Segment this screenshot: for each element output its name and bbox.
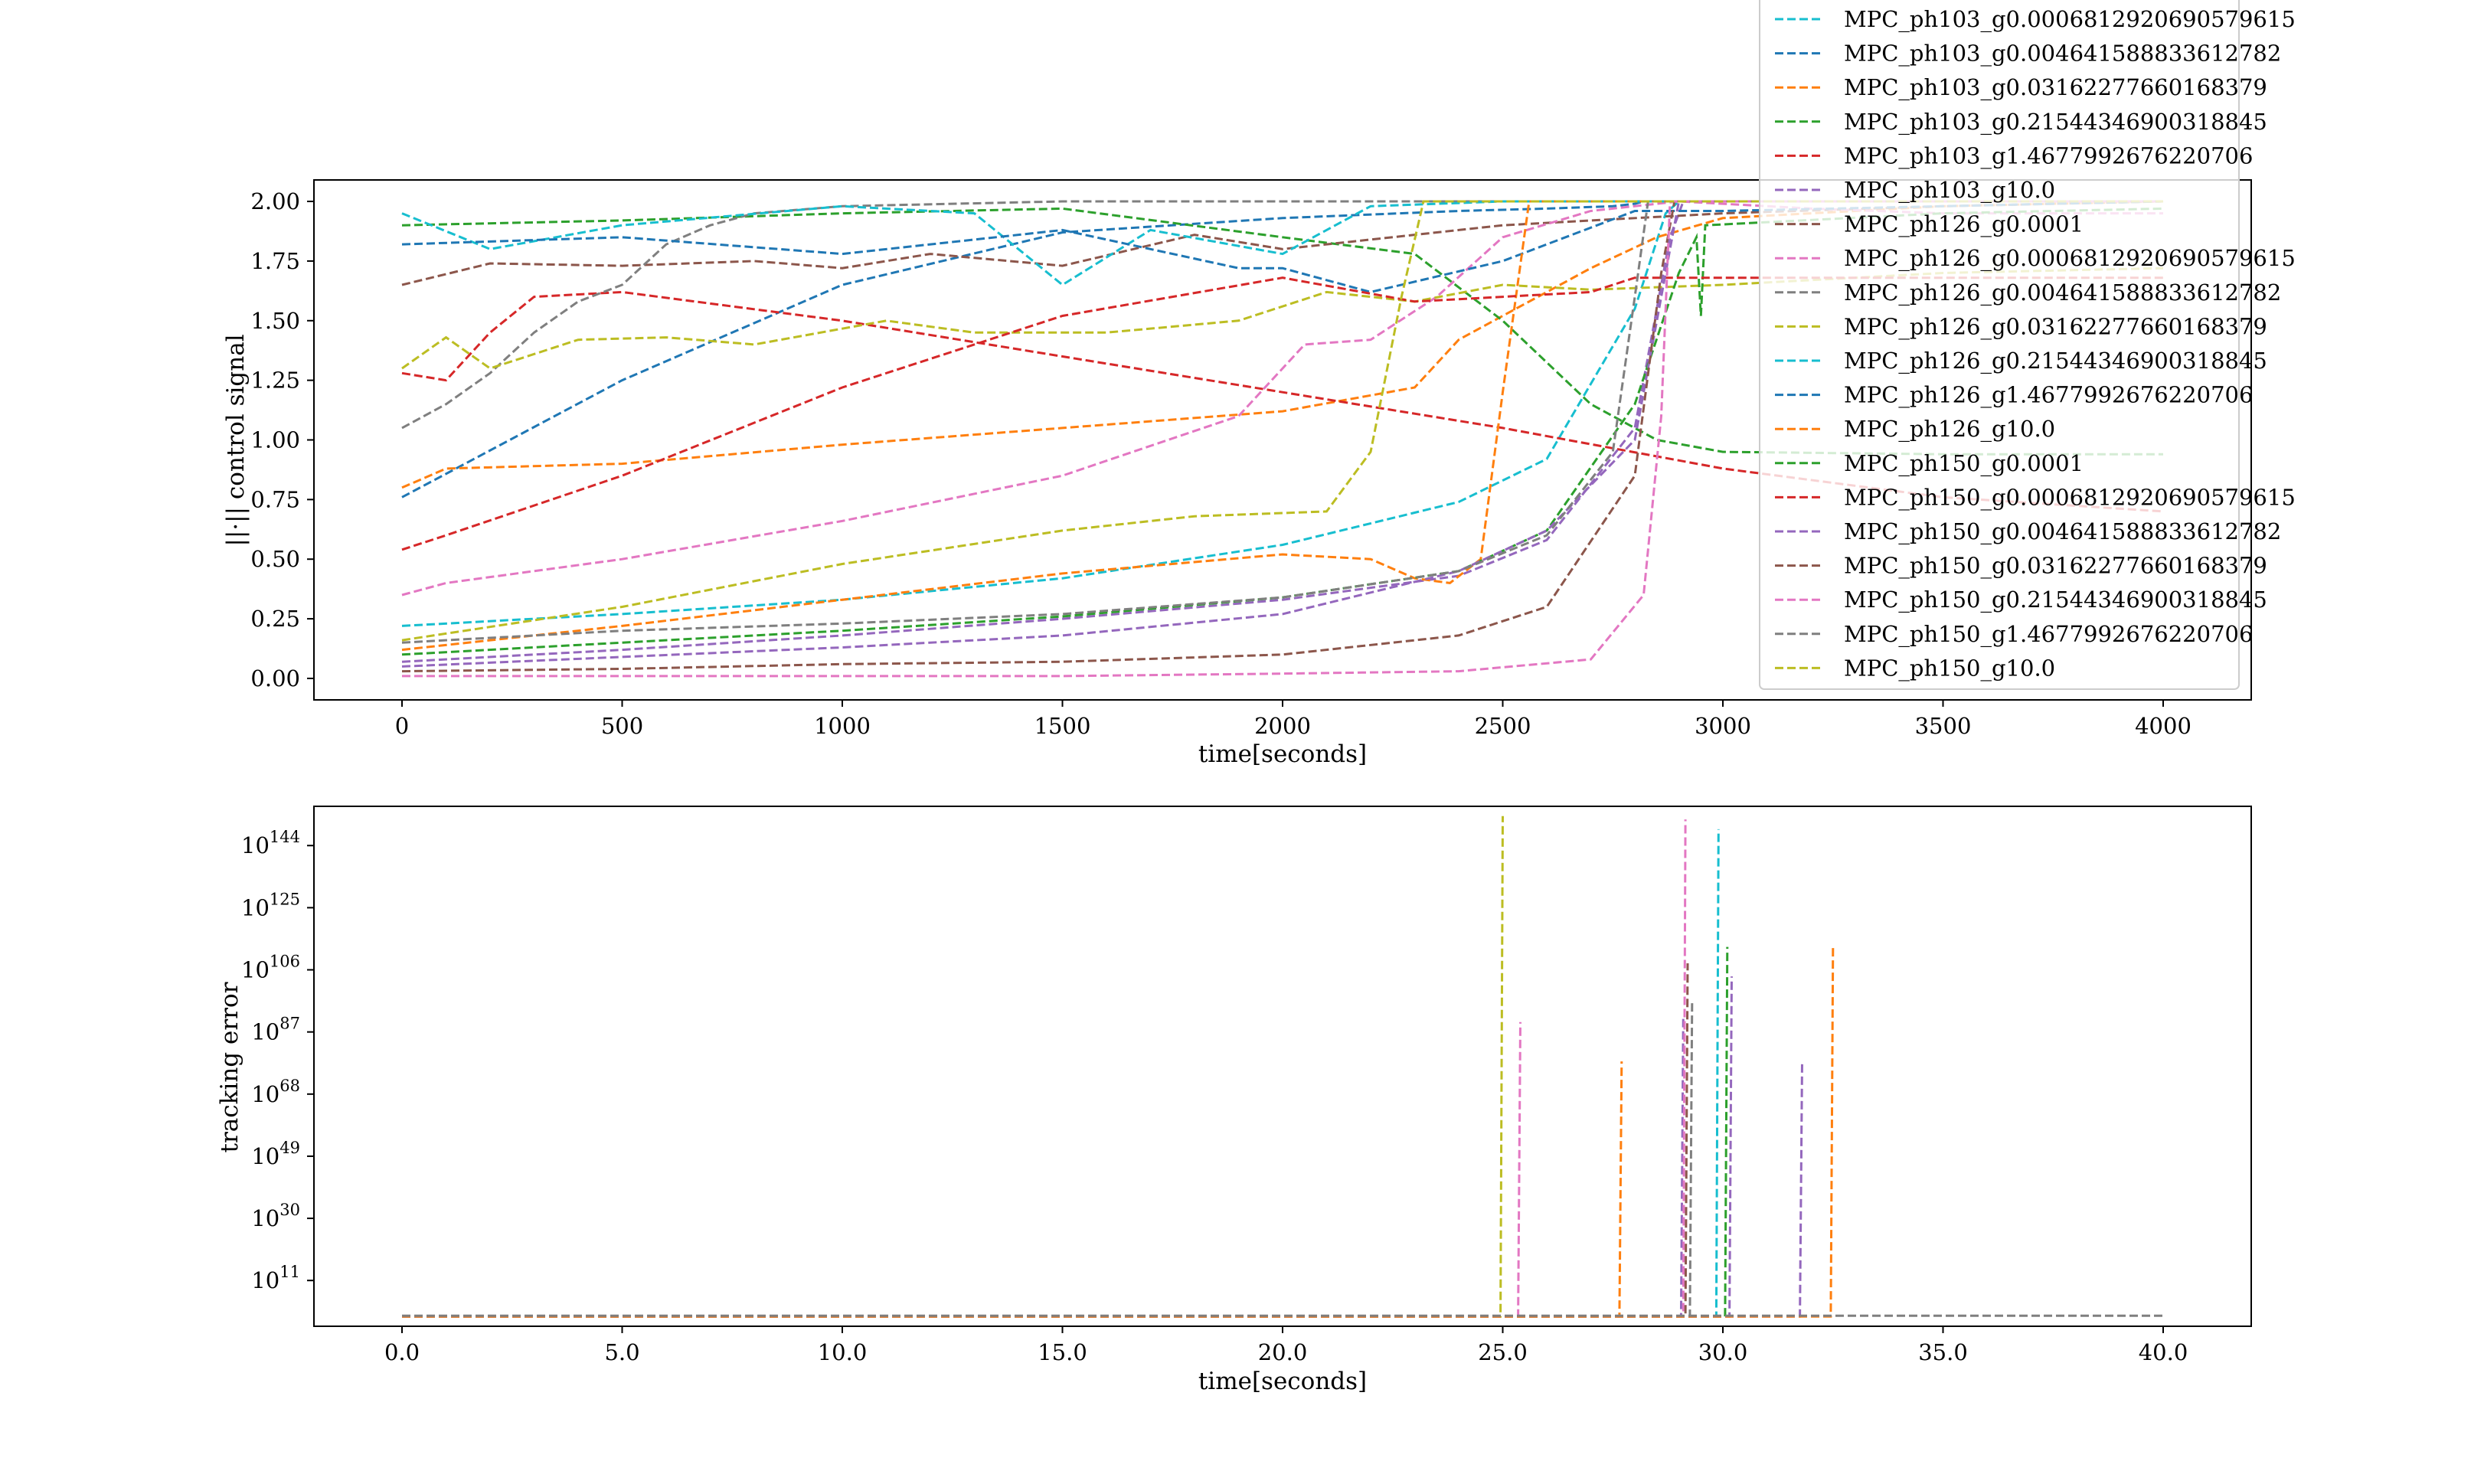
tracking-error-spike-5 — [402, 819, 1687, 1318]
control-signal-series-line-14 — [401, 207, 2164, 656]
tracking-error-y-tick-label: 1087 — [251, 1015, 300, 1045]
control-signal-axes-frame — [313, 179, 2252, 701]
control-signal-x-axis-label: time[seconds] — [1198, 740, 1367, 768]
tracking-error-spike-11 — [402, 1061, 1803, 1318]
control-signal-x-tick-label: 500 — [601, 713, 643, 739]
control-signal-x-tick-label: 1500 — [1034, 713, 1091, 739]
control-signal-x-tick-label: 4000 — [2135, 713, 2191, 739]
control-signal-series-line-18 — [402, 200, 2163, 678]
tracking-error-y-tick-label: 1049 — [251, 1139, 300, 1169]
tracking-error-spike-12 — [402, 946, 1835, 1318]
tracking-error-x-ticks: 0.0 5.0 10.0 15.0 20.0 25.0 30.0 35.0 40.0 — [384, 1326, 2188, 1365]
legend-entry-label: MPC_ph150_g0.0001 — [1844, 450, 2084, 477]
tracking-error-spike-1 — [402, 816, 1504, 1318]
control-signal-series-line-10 — [401, 266, 2164, 370]
control-signal-x-tick-label: 2500 — [1475, 713, 1531, 739]
legend-entry-label: MPC_ph103_g0.004641588833612782 — [1844, 41, 2281, 67]
tracking-error-series-group — [402, 816, 2163, 1318]
control-signal-series-line-15 — [401, 276, 2163, 551]
tracking-error-x-axis-label: time[seconds] — [1198, 1368, 1367, 1395]
control-signal-x-tick-label: 1000 — [814, 713, 871, 739]
tracking-error-x-tick-label: 15.0 — [1038, 1339, 1087, 1365]
legend-entry-label: MPC_ph103_g1.4677992676220706 — [1844, 142, 2253, 169]
legend-entry-label: MPC_ph126_g0.03162277660168379 — [1844, 313, 2267, 340]
control-signal-y-tick-label: 0.00 — [250, 665, 300, 691]
legend-entry-label: MPC_ph150_g0.21544346900318845 — [1844, 587, 2267, 613]
tracking-error-x-tick-label: 20.0 — [1258, 1339, 1308, 1365]
control-signal-series-line-3 — [401, 200, 2164, 489]
legend-entry-label: MPC_ph150_g1.4677992676220706 — [1844, 621, 2253, 648]
control-signal-x-tick-label: 3000 — [1695, 713, 1751, 739]
legend-entry-label: MPC_ph150_g0.03162277660168379 — [1844, 553, 2267, 580]
tracking-error-x-tick-label: 30.0 — [1698, 1339, 1748, 1365]
tracking-error-y-tick-label: 10125 — [241, 890, 300, 920]
control-signal-y-tick-label: 1.75 — [250, 248, 300, 274]
control-signal-x-tick-label: 0 — [395, 713, 409, 739]
tracking-error-spike-7 — [402, 1002, 1694, 1318]
control-signal-y-axis-label: ||·|| control signal — [222, 334, 250, 546]
tracking-error-spike-6 — [402, 963, 1689, 1318]
legend-entry-label: MPC_ph103_g0.0006812920690579615 — [1844, 6, 2296, 33]
tracking-error-x-tick-label: 0.0 — [384, 1339, 420, 1365]
tracking-error-x-tick-label: 10.0 — [818, 1339, 868, 1365]
control-signal-y-tick-label: 0.75 — [250, 486, 300, 512]
control-signal-y-tick-label: 0.50 — [250, 546, 300, 572]
tracking-error-y-tick-label: 10106 — [241, 953, 300, 983]
legend: MPC_ph103_g0.0006812920690579615 MPC_ph10… — [1759, 0, 2296, 690]
control-signal-x-ticks: 0 500 1000 1500 2000 2500 3000 3500 4000 — [395, 700, 2191, 739]
control-signal-y-ticks: 0.00 0.25 0.50 0.75 1.00 1.25 1.50 1.75 2.00 — [250, 188, 314, 691]
control-signal-series-line-7 — [401, 200, 2164, 286]
legend-entry-label: MPC_ph150_g0.0006812920690579615 — [1844, 484, 2296, 511]
legend-entry-label: MPC_ph126_g0.0006812920690579615 — [1844, 245, 2296, 272]
legend-entry-label: MPC_ph126_g10.0 — [1844, 416, 2055, 443]
tracking-error-y-tick-label: 1011 — [251, 1263, 300, 1293]
tracking-error-x-tick-label: 5.0 — [604, 1339, 639, 1365]
legend-entry-label: MPC_ph150_g10.0 — [1844, 655, 2055, 682]
control-signal-y-tick-label: 2.00 — [250, 188, 300, 214]
legend-entry-label: MPC_ph126_g0.21544346900318845 — [1844, 348, 2267, 374]
legend-entry-label: MPC_ph150_g0.004641588833612782 — [1844, 518, 2281, 545]
tracking-error-y-axis-label: tracking error — [216, 982, 243, 1152]
tracking-error-x-tick-label: 25.0 — [1478, 1339, 1528, 1365]
tracking-error-y-ticks: 1011 1030 1049 1068 1087 10106 10125 10144 — [241, 828, 314, 1293]
legend-entry-label: MPC_ph126_g0.0001 — [1844, 211, 2084, 238]
tracking-error-y-tick-label: 1030 — [251, 1201, 300, 1231]
control-signal-y-tick-label: 1.00 — [250, 427, 300, 453]
legend-items: MPC_ph103_g0.0006812920690579615 MPC_ph10… — [1775, 6, 2296, 682]
control-signal-chart: 0 500 1000 1500 2000 2500 3000 3500 4000 0.00 0.2… — [222, 179, 2252, 768]
tracking-error-spike-10 — [402, 976, 1733, 1318]
tracking-error-x-tick-label: 35.0 — [1918, 1339, 1968, 1365]
control-signal-x-tick-label: 2000 — [1254, 713, 1311, 739]
control-signal-series-line-8 — [401, 200, 2163, 597]
legend-entry-label: MPC_ph126_g1.4677992676220706 — [1844, 382, 2253, 409]
tracking-error-spike-2 — [402, 1021, 1521, 1318]
legend-entry-label: MPC_ph126_g0.004641588833612782 — [1844, 279, 2281, 306]
tracking-error-chart: 0.0 5.0 10.0 15.0 20.0 25.0 30.0 35.0 40.0 10111… — [216, 806, 2252, 1395]
legend-entry-label: MPC_ph103_g10.0 — [1844, 177, 2055, 204]
control-signal-y-tick-label: 0.25 — [250, 606, 300, 632]
control-signal-y-tick-label: 1.25 — [250, 368, 300, 394]
legend-entry-label: MPC_ph103_g0.21544346900318845 — [1844, 109, 2267, 136]
tracking-error-spike-3 — [402, 1061, 1623, 1318]
tracking-error-y-tick-label: 1068 — [251, 1077, 300, 1107]
control-signal-series-line-5 — [401, 290, 2164, 513]
tracking-error-spike-4 — [402, 1015, 1685, 1318]
tracking-error-x-tick-label: 40.0 — [2139, 1339, 2188, 1365]
control-signal-y-tick-label: 1.50 — [250, 308, 300, 334]
legend-box — [1759, 0, 2240, 690]
tracking-error-spike-8 — [402, 829, 1720, 1318]
tracking-error-y-tick-label: 10144 — [241, 828, 300, 858]
tracking-error-axes-frame — [313, 806, 2252, 1327]
legend-entry-label: MPC_ph103_g0.03162277660168379 — [1844, 74, 2267, 101]
control-signal-x-tick-label: 3500 — [1915, 713, 1972, 739]
tracking-error-spike-9 — [402, 946, 1729, 1318]
